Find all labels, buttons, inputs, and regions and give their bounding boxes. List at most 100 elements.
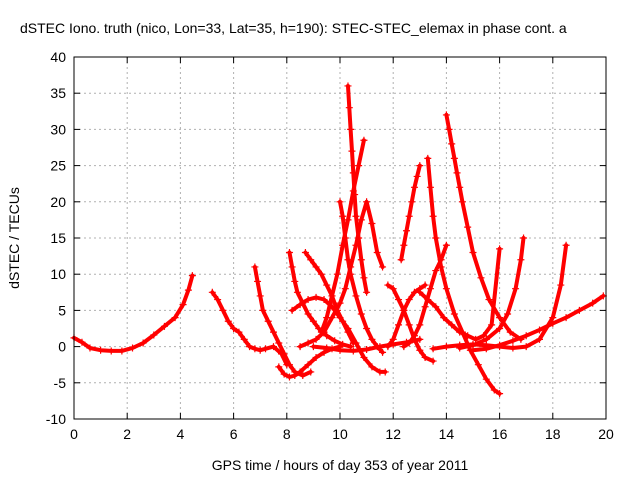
y-tick-label: 0: [58, 339, 66, 355]
data-point: [429, 345, 437, 353]
data-point: [355, 162, 363, 170]
data-point: [522, 332, 530, 340]
data-point: [389, 335, 397, 343]
data-point: [442, 343, 450, 351]
series-10: [336, 198, 387, 356]
data-point: [312, 335, 320, 343]
data-point: [379, 263, 387, 271]
data-point: [336, 198, 344, 206]
data-point: [219, 306, 227, 314]
data-point: [416, 162, 424, 170]
data-point: [384, 343, 392, 351]
data-point: [421, 281, 429, 289]
data-point: [355, 234, 363, 242]
data-point: [469, 346, 477, 354]
x-tick-label: 6: [230, 426, 238, 442]
x-tick-label: 20: [598, 426, 614, 442]
data-point: [251, 263, 259, 271]
data-point: [464, 223, 472, 231]
data-point: [426, 285, 434, 293]
data-point: [400, 241, 408, 249]
data-point: [490, 386, 498, 394]
x-tick-label: 18: [545, 426, 561, 442]
data-point: [317, 328, 325, 336]
data-point: [562, 314, 570, 322]
data-point: [424, 154, 432, 162]
data-point: [312, 263, 320, 271]
data-point: [421, 353, 429, 361]
data-point: [472, 335, 480, 343]
data-point: [445, 125, 453, 133]
data-point: [509, 344, 517, 352]
data-point: [575, 306, 583, 314]
data-point: [78, 338, 86, 346]
data-point: [285, 248, 293, 256]
y-tick-label: 20: [50, 194, 66, 210]
data-point: [363, 325, 371, 332]
y-tick-label: -5: [54, 375, 67, 391]
data-point: [429, 212, 437, 220]
data-point: [251, 345, 259, 353]
y-axis-label: dSTEC / TECUs: [6, 187, 22, 289]
data-point: [504, 310, 512, 318]
data-point: [557, 281, 565, 289]
data-point: [348, 147, 356, 155]
data-point: [429, 357, 437, 365]
data-point: [395, 321, 403, 329]
data-point: [400, 306, 408, 314]
data-point: [224, 317, 232, 325]
data-point: [416, 321, 424, 329]
data-point: [235, 328, 243, 336]
x-tick-label: 12: [385, 426, 401, 442]
series-line: [303, 250, 356, 345]
series-line: [72, 273, 195, 353]
series-11: [344, 82, 371, 296]
data-point: [520, 234, 528, 242]
chart-title: dSTEC Iono. truth (nico, Lon=33, Lat=35,…: [20, 20, 567, 36]
data-point: [317, 270, 325, 278]
data-point: [357, 256, 365, 264]
data-point: [485, 296, 493, 304]
data-point: [323, 314, 331, 322]
series-18: [442, 111, 525, 343]
data-point: [496, 245, 504, 253]
data-point: [107, 347, 115, 355]
series-line: [425, 156, 502, 396]
data-point: [259, 306, 267, 314]
x-tick-label: 10: [332, 426, 348, 442]
data-point: [456, 328, 464, 336]
data-point: [328, 292, 336, 300]
data-point: [323, 281, 331, 289]
data-point: [333, 270, 341, 278]
series-line: [298, 199, 385, 349]
data-marks: [70, 82, 607, 398]
data-point: [536, 335, 543, 343]
x-tick-label: 0: [70, 426, 78, 442]
data-point: [309, 343, 317, 351]
data-point: [512, 285, 520, 293]
data-point: [320, 296, 328, 304]
data-point: [442, 285, 450, 293]
data-point: [496, 390, 504, 398]
series-4: [275, 343, 344, 381]
data-point: [405, 321, 413, 329]
series-7: [301, 248, 357, 347]
data-point: [256, 346, 264, 354]
y-tick-label: 30: [50, 121, 66, 137]
data-point: [360, 274, 368, 282]
data-point: [304, 310, 312, 318]
data-point: [381, 368, 389, 376]
data-point: [331, 337, 339, 345]
data-point: [296, 343, 304, 351]
data-point: [589, 299, 597, 307]
data-point: [344, 328, 352, 336]
data-point: [416, 346, 424, 354]
data-point: [488, 321, 496, 329]
data-point: [448, 140, 456, 148]
data-point: [299, 372, 307, 380]
data-point: [312, 353, 320, 361]
data-point: [349, 347, 357, 355]
data-point: [376, 343, 384, 351]
data-point: [448, 321, 456, 329]
data-point: [477, 274, 485, 282]
